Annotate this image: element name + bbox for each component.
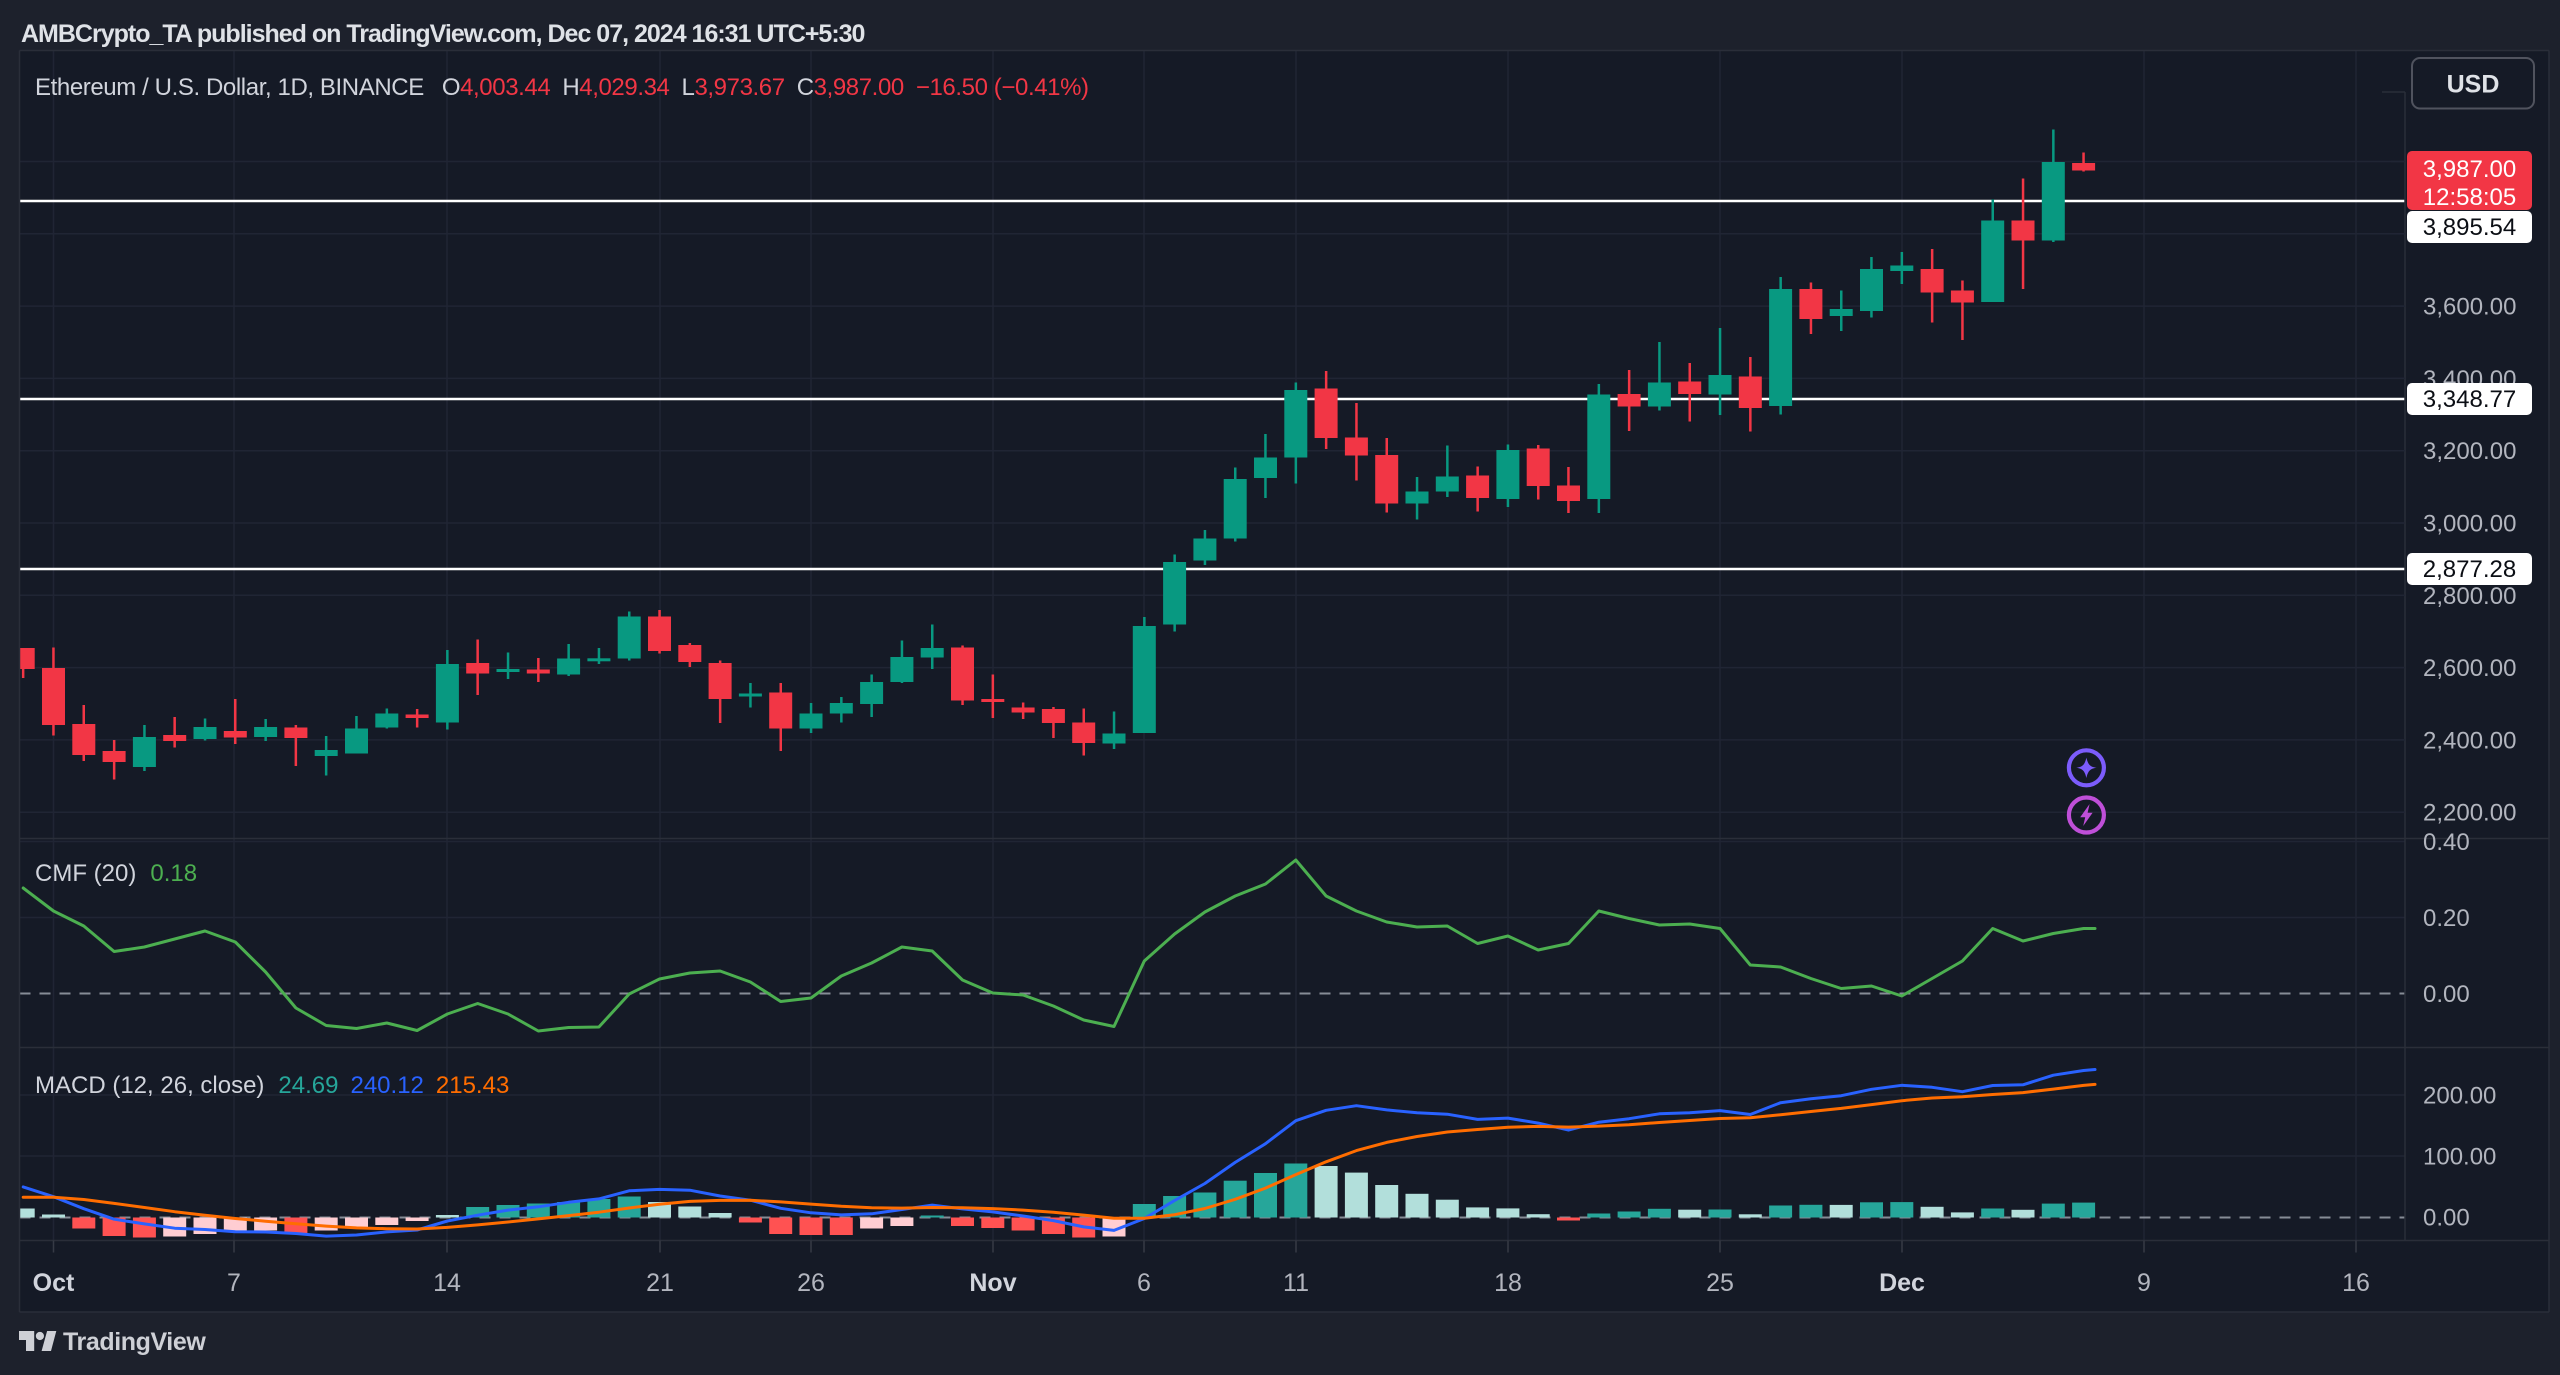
svg-text:3,895.54: 3,895.54	[2423, 214, 2516, 241]
svg-text:200.00: 200.00	[2423, 1083, 2496, 1110]
svg-text:0.00: 0.00	[2423, 981, 2470, 1008]
svg-text:3,200.00: 3,200.00	[2423, 438, 2516, 465]
svg-text:12:58:05: 12:58:05	[2423, 184, 2516, 211]
svg-text:USD: USD	[2447, 71, 2500, 99]
svg-text:7: 7	[227, 1269, 241, 1297]
svg-text:3,600.00: 3,600.00	[2423, 294, 2516, 321]
svg-text:16: 16	[2342, 1269, 2370, 1297]
svg-text:100.00: 100.00	[2423, 1144, 2496, 1171]
svg-text:25: 25	[1706, 1269, 1734, 1297]
svg-text:CMF (20)0.18: CMF (20) 0.18	[35, 860, 197, 887]
svg-text:6: 6	[1137, 1269, 1151, 1297]
svg-text:2,400.00: 2,400.00	[2423, 727, 2516, 754]
svg-text:21: 21	[646, 1269, 674, 1297]
svg-text:Oct: Oct	[33, 1269, 75, 1297]
svg-text:9: 9	[2137, 1269, 2151, 1297]
svg-text:0.20: 0.20	[2423, 905, 2470, 932]
svg-text:Ethereum / U.S. Dollar, 1D, BI: Ethereum / U.S. Dollar, 1D, BINANCE O4,00…	[35, 74, 1089, 101]
svg-text:0.40: 0.40	[2423, 829, 2470, 856]
svg-text:TradingView: TradingView	[63, 1328, 206, 1356]
svg-text:18: 18	[1494, 1269, 1522, 1297]
svg-text:3,348.77: 3,348.77	[2423, 386, 2516, 413]
svg-text:2,800.00: 2,800.00	[2423, 583, 2516, 610]
svg-text:14: 14	[433, 1269, 461, 1297]
svg-text:2,600.00: 2,600.00	[2423, 655, 2516, 682]
svg-text:26: 26	[797, 1269, 825, 1297]
svg-text:AMBCrypto_TA published on Trad: AMBCrypto_TA published on TradingView.co…	[21, 20, 865, 48]
svg-text:2,200.00: 2,200.00	[2423, 800, 2516, 827]
svg-text:3,987.00: 3,987.00	[2423, 156, 2516, 183]
svg-text:Nov: Nov	[969, 1269, 1016, 1297]
svg-text:3,000.00: 3,000.00	[2423, 511, 2516, 538]
svg-text:11: 11	[1283, 1269, 1309, 1297]
svg-text:2,877.28: 2,877.28	[2423, 556, 2516, 583]
svg-text:0.00: 0.00	[2423, 1205, 2470, 1232]
svg-text:Dec: Dec	[1879, 1269, 1925, 1297]
